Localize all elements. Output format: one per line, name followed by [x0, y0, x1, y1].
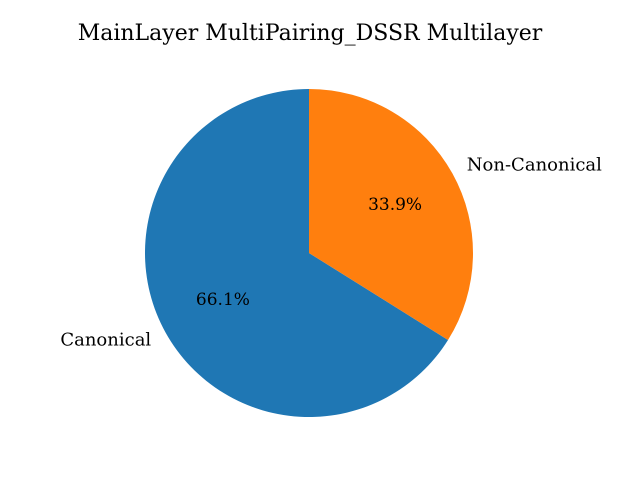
percent-label-canonical: 66.1% [196, 290, 250, 310]
pie-slices [144, 88, 473, 417]
pie-labels: Canonical 66.1% Non-Canonical 33.9% [60, 155, 602, 351]
percent-label-non-canonical: 33.9% [368, 195, 422, 215]
slice-label-non-canonical: Non-Canonical [467, 155, 602, 176]
slice-label-canonical: Canonical [60, 329, 151, 350]
pie-slice-canonical [144, 89, 449, 417]
chart-title: MainLayer MultiPairing_DSSR Multilayer [78, 21, 543, 46]
pie-slice-non-canonical [309, 88, 473, 341]
